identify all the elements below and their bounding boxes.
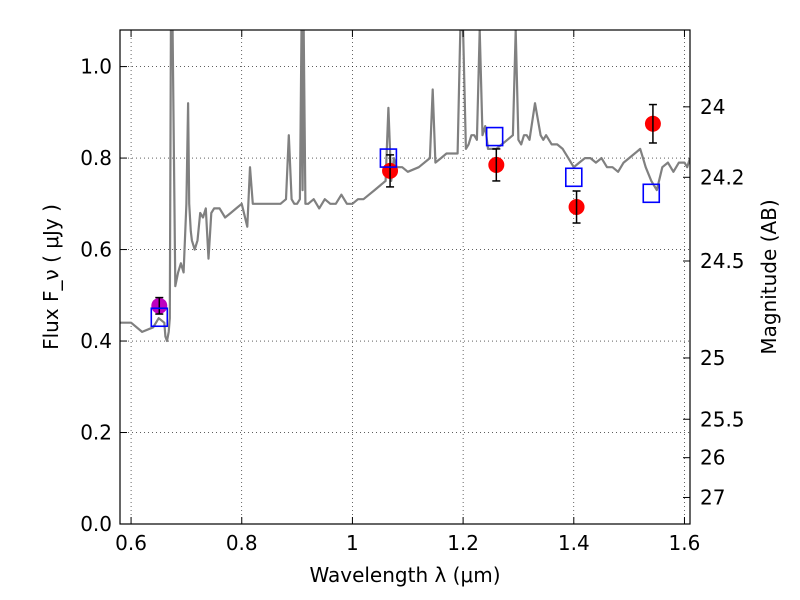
- y-tick-label: 0.0: [80, 512, 112, 536]
- synthetic-flux-square: [642, 183, 661, 204]
- synthetic-flux-square: [379, 148, 398, 168]
- x-tick-label: 1.2: [447, 531, 479, 555]
- x-tick-label: 1.6: [669, 531, 701, 555]
- right-tick-label: 26: [700, 446, 725, 470]
- y-tick-label: 0.6: [80, 238, 112, 262]
- y-axis-label: Flux F_ν ( μJy ): [39, 204, 63, 350]
- plot-frame: [119, 29, 691, 525]
- x-axis-label: Wavelength λ (μm): [309, 563, 500, 587]
- model-spectrum-line: [120, 30, 690, 343]
- y-tick-label: 1.0: [80, 55, 112, 79]
- plot-data: [120, 30, 690, 343]
- axis-ticks: 0.6 0.8 1 1.2 1.4 1.6 0.0 0.2 0.4 0.6 0.8 1.0 24 24.2…: [80, 30, 745, 555]
- x-tick-label: 1: [346, 531, 359, 555]
- right-tick-label: 27: [700, 485, 725, 509]
- x-tick-label: 1.4: [558, 531, 590, 555]
- x-tick-label: 0.8: [226, 531, 258, 555]
- synthetic-flux-square: [150, 307, 169, 328]
- right-tick-label: 24.2: [700, 165, 745, 189]
- y-tick-label: 0.2: [80, 421, 112, 445]
- right-tick-label: 25.5: [700, 407, 745, 431]
- y-tick-label: 0.8: [80, 146, 112, 170]
- right-tick-label: 24: [700, 95, 725, 119]
- synthetic-flux-square: [564, 167, 583, 188]
- x-tick-label: 0.6: [115, 531, 147, 555]
- right-tick-label: 25: [700, 346, 725, 370]
- right-axis-label: Magnitude (AB): [757, 199, 781, 354]
- right-tick-label: 24.5: [700, 249, 745, 273]
- y-tick-label: 0.4: [80, 329, 112, 353]
- synthetic-flux-square: [485, 126, 504, 147]
